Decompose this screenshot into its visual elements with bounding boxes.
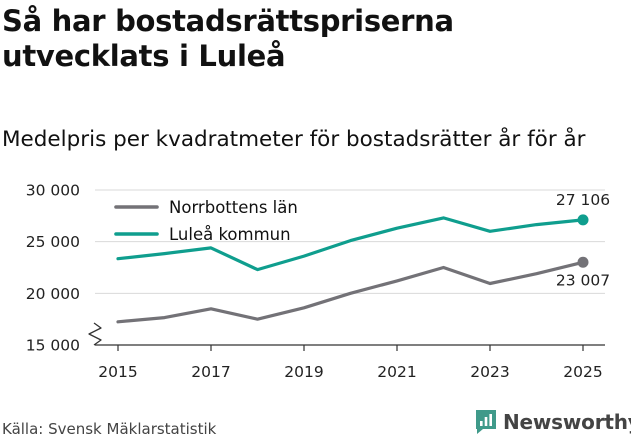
series-end-label: 27 106 <box>556 191 610 209</box>
series-line <box>116 260 585 324</box>
source-note: Källa: Svensk Mäklarstatistik <box>2 420 217 438</box>
newsworthy-logo-icon <box>476 410 496 434</box>
brand-name: Newsworthy <box>503 410 631 434</box>
series-end-point <box>577 214 589 226</box>
x-tick-label: 2021 <box>377 363 416 381</box>
y-tick-label: 15 000 <box>26 337 80 355</box>
series-end-label: 23 007 <box>556 271 610 289</box>
x-tick-label: 2025 <box>563 363 602 381</box>
y-tick-label: 30 000 <box>26 182 80 200</box>
chart-title: Så har bostadsrättspriserna utvecklats i… <box>2 4 454 73</box>
y-tick-label: 20 000 <box>26 285 80 303</box>
axis-break-icon <box>88 322 102 346</box>
y-tick-label: 25 000 <box>26 233 80 251</box>
x-tick-label: 2019 <box>284 363 323 381</box>
line-chart: 15 000 20 000 25 000 30 000 2015 2017 2019 2021… <box>26 182 610 382</box>
chart-subtitle: Medelpris per kvadratmeter för bostadsrä… <box>2 127 586 152</box>
legend-label: Luleå kommun <box>169 225 291 244</box>
series-line <box>116 216 585 272</box>
x-tick-label: 2015 <box>98 363 137 381</box>
series-end-point <box>577 256 589 268</box>
x-tick-label: 2017 <box>191 363 230 381</box>
brand-logo: Newsworthy <box>474 407 631 437</box>
x-tick-label: 2023 <box>470 363 509 381</box>
legend-label: Norrbottens län <box>169 198 298 217</box>
